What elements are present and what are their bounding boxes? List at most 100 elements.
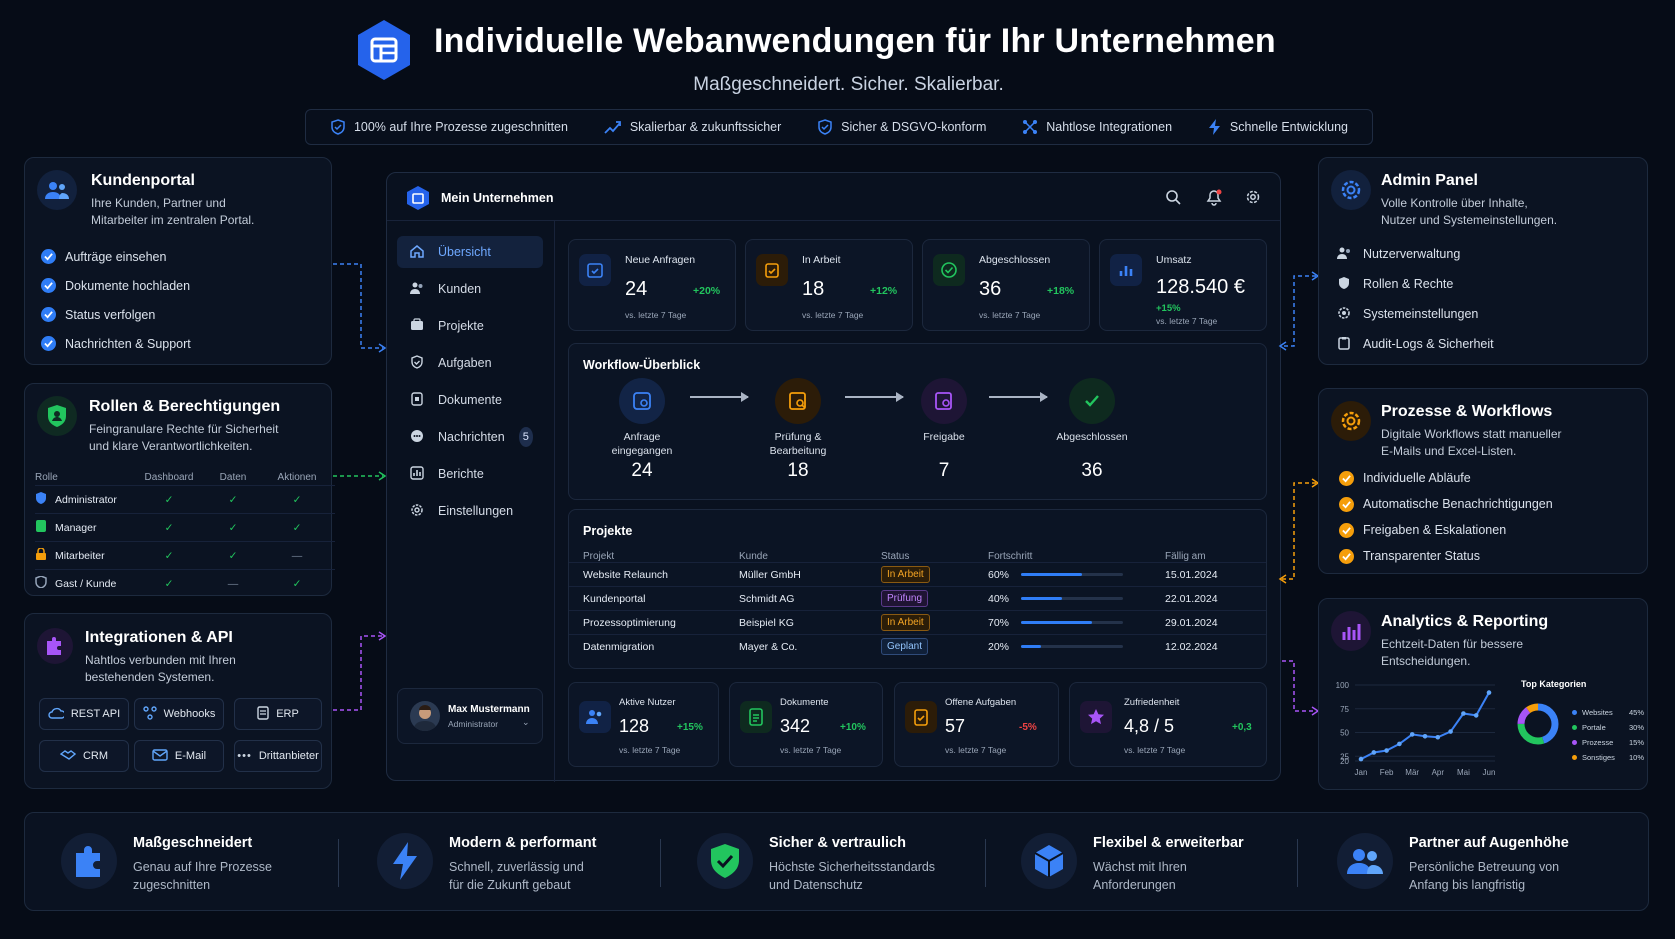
check-icon [1069,378,1115,424]
y-tick-label: 75 [1340,705,1349,714]
x-tick-label: Feb [1380,768,1394,777]
check-icon [1339,496,1354,512]
donut-slice [1517,703,1559,745]
clipboard-icon [1337,336,1351,353]
shield-icon [35,492,47,507]
users-icon [410,281,424,298]
table-row[interactable]: Datenmigration Mayer & Co. Geplant 20% 12.02… [569,634,1266,658]
shield-icon [1337,276,1351,293]
shield-check-icon [330,119,346,135]
table-row[interactable]: Website Relaunch Müller GmbH In Arbeit 60% 1… [569,562,1266,586]
admin-panel-card: Admin Panel Volle Kontrolle über Inhalte… [1318,157,1648,365]
gear-icon [1337,306,1351,323]
inbox-icon [619,378,665,424]
kpi-card: Dokumente 342 +10% vs. letzte 7 Tage [729,682,883,767]
benefit-item: Modern & performant Schnell, zuverlässig … [341,813,651,912]
card-desc: Feingranulare Rechte für Sicherheit und k… [89,422,279,453]
sidebar-item-berichte[interactable]: Berichte [397,458,543,490]
app-window: Mein Unternehmen Übersicht Kunden Projek… [386,172,1281,782]
data-point [1448,729,1453,734]
sidebar-item-einstellungen[interactable]: Einstellungen [397,495,543,527]
kpi-card: Abgeschlossen 36 +18% vs. letzte 7 Tage [922,239,1090,331]
panel-title: Workflow-Überblick [583,358,701,372]
clipboard-icon [756,254,788,286]
data-point [1461,711,1466,716]
check-icon [41,249,56,264]
drittanbieter-button[interactable]: ••• Drittanbieter [234,740,322,772]
sidebar-item-projekte[interactable]: Projekte [397,310,543,342]
page-title: Individuelle Webanwendungen für Ihr Unte… [434,22,1276,60]
sidebar-item-aufgaben[interactable]: Aufgaben [397,347,543,379]
legend-item: Sonstiges 10% [1572,750,1644,765]
sidebar-item-kunden[interactable]: Kunden [397,273,543,305]
card-desc: Volle Kontrolle über Inhalte, Nutzer und … [1381,196,1558,227]
crm-button[interactable]: CRM [39,740,129,772]
data-point [1384,748,1389,753]
rest-api-button[interactable]: REST API [39,698,129,730]
erp-button[interactable]: ERP [234,698,322,730]
panel-title: Projekte [583,524,633,538]
data-point [1473,713,1479,718]
table-row: Gast / Kunde ✓ — ✓ [35,569,335,597]
sidebar-item-uebersicht[interactable]: Übersicht [397,236,543,268]
chart-icon [410,465,424,483]
sidebar-item-nachrichten[interactable]: Nachrichten 5 [397,421,543,453]
check-icon [41,336,56,351]
gear-icon [1331,170,1371,210]
feature-bar: 100% auf Ihre Prozesse zugeschnitten Ska… [305,109,1373,145]
benefit-item: Maßgeschneidert Genau auf Ihre Prozesse zu… [25,813,335,912]
email-button[interactable]: E-Mail [134,740,224,772]
app-logo-icon [358,20,410,80]
company-name: Mein Unternehmen [441,191,554,205]
kpi-card: Umsatz 128.540 € +15% vs. letzte 7 Tage [1099,239,1267,331]
bar-chart-icon [1331,611,1371,651]
data-point [1409,732,1415,737]
puzzle-icon [61,833,117,889]
bar-chart-icon [1110,254,1142,286]
workflow-step: Abgeschlossen 36 [1037,378,1147,482]
feature-item: 100% auf Ihre Prozesse zugeschnitten [330,119,568,135]
more-icon: ••• [237,750,252,762]
y-tick-label: 25 [1340,752,1349,761]
status-badge: Prüfung [881,590,929,607]
bell-icon[interactable] [1205,188,1223,211]
kpi-card: Neue Anfragen 24 +20% vs. letzte 7 Tage [568,239,736,331]
benefit-item: Partner auf Augenhöhe Persönliche Betreuu… [1301,813,1621,912]
legend-item: Portale 30% [1572,720,1644,735]
legend-value: 10% [1628,753,1644,762]
shield-icon [37,396,77,436]
app-topbar: Mein Unternehmen [387,173,1280,221]
data-point [1371,750,1377,755]
progress-bar [1021,597,1123,600]
connector-line [333,471,387,481]
card-desc: Echtzeit-Daten für bessere Entscheidungen… [1381,637,1524,668]
handshake-icon [59,749,77,764]
table-row[interactable]: Kundenportal Schmidt AG Prüfung 40% 22.01.20… [569,586,1266,610]
status-badge: In Arbeit [881,614,930,631]
webhooks-button[interactable]: Webhooks [134,698,224,730]
gear-icon[interactable] [1245,189,1261,210]
user-name: Max Mustermann [448,704,530,715]
x-tick-label: Jun [1483,768,1496,777]
sidebar: Übersicht Kunden Projekte Aufgaben Dokum… [387,221,555,782]
check-icon [1339,470,1354,486]
check-icon [1339,522,1354,538]
legend-item: Prozesse 15% [1572,735,1644,750]
document-icon [410,391,424,409]
legend-value: 30% [1628,723,1644,732]
list-item: Systemeinstellungen [1337,299,1494,329]
table-row[interactable]: Prozessoptimierung Beispiel KG In Arbeit 70… [569,610,1266,634]
sidebar-item-dokumente[interactable]: Dokumente [397,384,543,416]
check-icon [41,278,56,293]
table-header: Projekt Kunde Status Fortschritt Fällig am [583,550,1206,562]
lock-icon [35,547,47,563]
legend-swatch [1572,740,1577,745]
search-icon[interactable] [1165,189,1181,210]
prozesse-card: Prozesse & Workflows Digitale Workflows … [1318,388,1648,574]
user-role: Administrator [448,719,499,729]
user-menu[interactable]: Max Mustermann Administrator ⌄ [397,688,543,744]
document-icon [740,701,772,733]
kpi-card: Aktive Nutzer 128 +15% vs. letzte 7 Tage [568,682,719,767]
avatar [410,701,440,731]
